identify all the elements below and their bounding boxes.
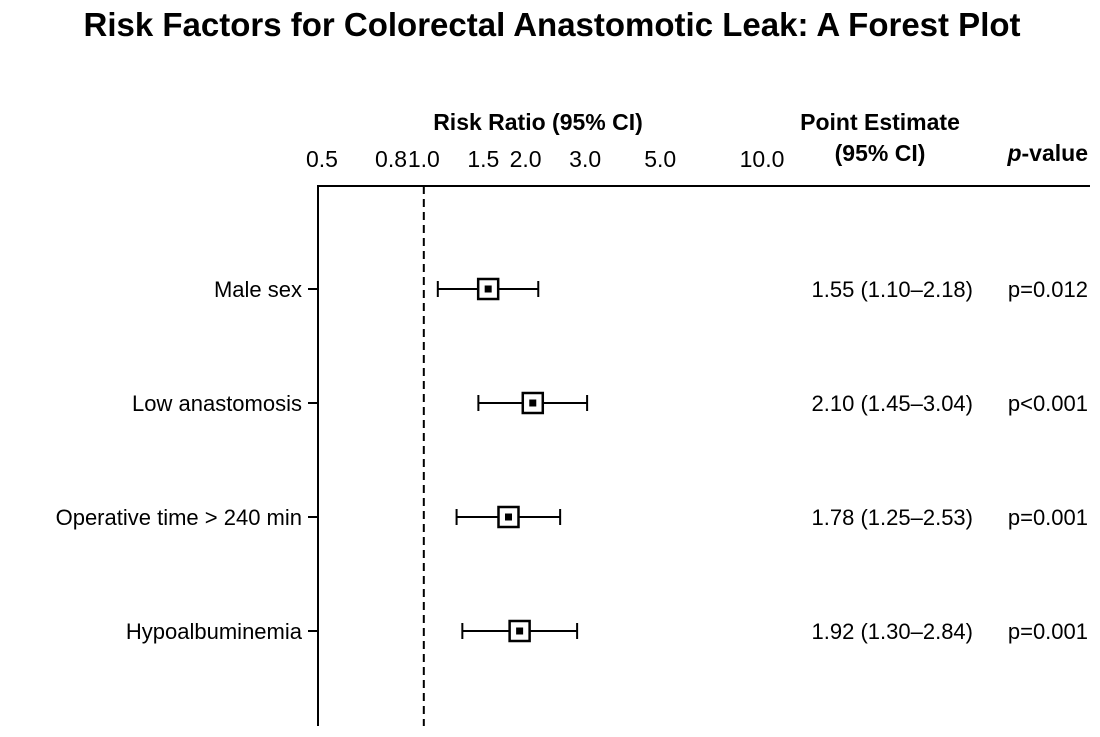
- tick-label: 1.5: [467, 146, 499, 172]
- estimate-text: 1.55 (1.10–2.18): [812, 277, 973, 302]
- forest-row: Male sex 1.55 (1.10–2.18) p=0.012: [214, 277, 1088, 302]
- estimate-header-line2: (95% CI): [835, 140, 926, 166]
- tick-label: 3.0: [569, 146, 601, 172]
- estimate-text: 2.10 (1.45–3.04): [812, 391, 973, 416]
- tick-label: 0.8: [375, 146, 407, 172]
- pvalue-header-italic: p: [1006, 140, 1021, 166]
- row-label: Low anastomosis: [132, 391, 302, 416]
- forest-rows: Male sex 1.55 (1.10–2.18) p=0.012 Low anast…: [56, 277, 1088, 644]
- tick-label: 0.5: [306, 146, 338, 172]
- axis-header: Risk Ratio (95% CI): [433, 109, 643, 135]
- tick-labels: 0.5 0.8 1.0 1.5 2.0 3.0 5.0 10.0: [306, 146, 784, 172]
- pvalue-text: p=0.001: [1008, 619, 1088, 644]
- forest-row: Operative time > 240 min 1.78 (1.25–2.53)…: [56, 505, 1088, 530]
- row-label: Male sex: [214, 277, 302, 302]
- pvalue-text: p<0.001: [1008, 391, 1088, 416]
- point-estimate-dot: [504, 513, 512, 521]
- row-label: Hypoalbuminemia: [126, 619, 303, 644]
- forest-row: Low anastomosis 2.10 (1.45–3.04) p<0.001: [132, 391, 1088, 416]
- point-estimate-dot: [484, 285, 492, 293]
- estimate-header-line1: Point Estimate: [800, 109, 960, 135]
- tick-label: 2.0: [510, 146, 542, 172]
- point-estimate-dot: [516, 627, 524, 635]
- pvalue-text: p=0.012: [1008, 277, 1088, 302]
- estimate-text: 1.78 (1.25–2.53): [812, 505, 973, 530]
- pvalue-header-rest: -value: [1022, 140, 1088, 166]
- pvalue-text: p=0.001: [1008, 505, 1088, 530]
- tick-label: 5.0: [644, 146, 676, 172]
- pvalue-header: p-value: [1006, 140, 1088, 166]
- tick-label: 10.0: [740, 146, 785, 172]
- chart-title: Risk Factors for Colorectal Anastomotic …: [83, 6, 1020, 43]
- tick-label: 1.0: [408, 146, 440, 172]
- forest-row: Hypoalbuminemia 1.92 (1.30–2.84) p=0.001: [126, 619, 1088, 644]
- row-label: Operative time > 240 min: [56, 505, 302, 530]
- estimate-text: 1.92 (1.30–2.84): [812, 619, 973, 644]
- point-estimate-dot: [529, 399, 537, 407]
